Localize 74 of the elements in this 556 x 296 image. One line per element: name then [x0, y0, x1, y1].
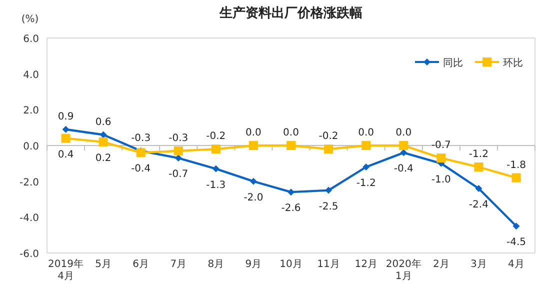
legend-label: 环比	[503, 57, 523, 69]
point	[286, 141, 296, 150]
x-tick-label: 8月	[208, 259, 224, 270]
data-label: 0.0	[246, 128, 262, 138]
data-label: -2.5	[318, 201, 338, 212]
data-label: 0.9	[58, 111, 74, 122]
point	[250, 178, 257, 185]
y-tick-label: -4.0	[19, 213, 39, 224]
data-label: 0.6	[95, 116, 112, 128]
data-label: -2.0	[244, 192, 264, 204]
y-tick-label: -2.0	[19, 177, 39, 188]
data-label: -0.3	[168, 132, 188, 144]
data-label: -1.0	[431, 174, 451, 186]
y-tick-label: 0.0	[23, 142, 39, 152]
y-axis-title: (%)	[21, 14, 39, 25]
point	[400, 149, 408, 156]
x-tick-label: 4月	[508, 259, 524, 270]
y-tick-label: 4.0	[23, 70, 39, 81]
point	[174, 146, 183, 156]
point	[136, 148, 146, 158]
x-tick-label: 5月	[95, 259, 112, 270]
data-label: -0.2	[318, 131, 338, 142]
data-label: -2.4	[468, 200, 488, 210]
legend-label: 同比	[443, 57, 463, 69]
y-tick-label: 2.0	[23, 106, 39, 117]
point	[248, 141, 258, 150]
x-tick-label: 9月	[245, 259, 262, 270]
data-label: -0.4	[394, 164, 414, 175]
data-label: -1.3	[206, 180, 226, 191]
point	[288, 188, 294, 196]
point	[325, 186, 332, 194]
data-label: -1.8	[506, 160, 526, 171]
point	[100, 131, 107, 138]
data-label: 0.0	[396, 128, 412, 138]
x-tick-label: 2020年 1月	[386, 258, 422, 282]
point	[98, 137, 108, 146]
x-tick-label: 7月	[170, 259, 187, 270]
data-label: -4.5	[506, 237, 526, 248]
data-label: 0.0	[358, 128, 374, 138]
data-label: -0.3	[131, 132, 151, 144]
y-tick-label: 6.0	[23, 34, 39, 45]
x-tick-label: 12月	[354, 259, 378, 270]
chart-title: 生产资料出厂价格涨跌幅	[218, 5, 362, 21]
point	[474, 162, 484, 172]
y-tick-label: -6.0	[19, 249, 39, 260]
data-label: 0.2	[95, 152, 112, 164]
point	[512, 173, 521, 182]
point	[174, 154, 182, 162]
point	[324, 144, 334, 154]
data-label: -0.7	[431, 140, 451, 152]
point	[61, 134, 70, 143]
data-label: -0.2	[206, 131, 226, 142]
data-label: -1.2	[468, 149, 488, 160]
point	[362, 141, 371, 150]
point	[475, 185, 482, 192]
point	[211, 144, 220, 154]
data-label: 0.4	[58, 149, 74, 160]
point	[399, 141, 408, 150]
data-label: 0.0	[283, 128, 299, 138]
point	[362, 164, 370, 170]
x-tick-label: 2019年 4月	[48, 258, 84, 282]
point	[62, 126, 70, 133]
x-tick-label: 2月	[432, 259, 450, 270]
point	[512, 222, 520, 230]
x-tick-label: 11月	[317, 259, 340, 270]
data-label: -2.6	[281, 203, 301, 214]
data-label: -0.7	[168, 169, 188, 180]
x-tick-label: 6月	[132, 259, 150, 270]
data-label: -0.4	[131, 164, 151, 175]
data-label: -1.2	[356, 178, 376, 189]
x-tick-label: 10月	[280, 259, 302, 270]
x-tick-label: 3月	[470, 259, 487, 270]
point	[212, 165, 220, 172]
point	[436, 154, 446, 163]
